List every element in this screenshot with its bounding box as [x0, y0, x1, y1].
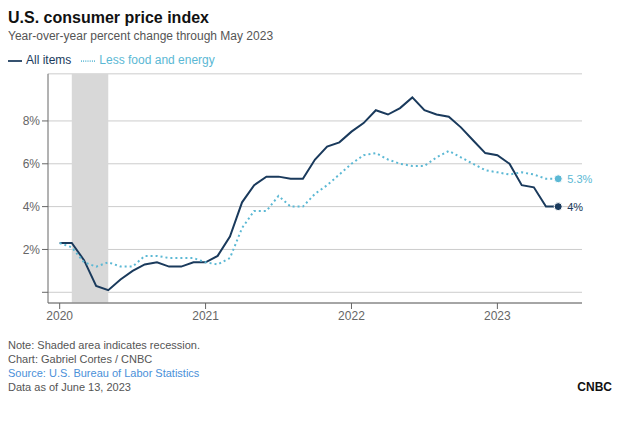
html-text:Source: U.S. Bureau of Labor S: Source: U.S. Bureau of Labor Statistics [8, 367, 200, 379]
svg-text:4%: 4% [23, 200, 41, 214]
html-text:Note: Shaded area indicates re: Note: Shaded area indicates recession. [8, 339, 200, 351]
svg-text:2022: 2022 [338, 309, 365, 323]
svg-text:2%: 2% [23, 243, 41, 257]
html-text:Data as of June 13, 2023: Data as of June 13, 2023 [8, 381, 131, 393]
svg-text:8%: 8% [23, 114, 41, 128]
svg-text:6%: 6% [23, 157, 41, 171]
html-text:CNBC: CNBC [577, 380, 612, 394]
html-text:Chart: Gabriel Cortes / CNBC: Chart: Gabriel Cortes / CNBC [8, 353, 153, 365]
svg-text:2021: 2021 [192, 309, 219, 323]
svg-text:4%: 4% [567, 201, 583, 213]
svg-text:2020: 2020 [46, 309, 73, 323]
html-text:Less food and energy: Less food and energy [99, 53, 215, 67]
svg-text:5.3%: 5.3% [567, 173, 592, 185]
svg-text:2023: 2023 [484, 309, 511, 323]
html-text:Year-over-year percent change: Year-over-year percent change through Ma… [8, 29, 274, 43]
html-text:U.S. consumer price index: U.S. consumer price index [8, 9, 209, 26]
html-text:All items: All items [26, 53, 72, 67]
